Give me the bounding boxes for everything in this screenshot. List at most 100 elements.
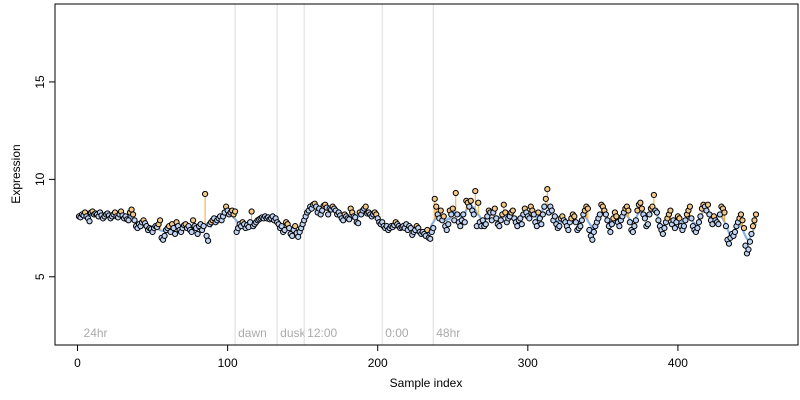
data-point <box>742 242 749 249</box>
data-point <box>653 209 661 216</box>
data-point <box>571 213 578 220</box>
data-point <box>189 217 197 224</box>
data-point <box>673 219 680 226</box>
data-point <box>746 238 754 245</box>
data-point <box>202 190 209 198</box>
data-point <box>565 226 572 234</box>
data-point <box>509 207 516 214</box>
data-point <box>346 216 353 223</box>
data-point <box>637 199 644 206</box>
data-point <box>641 215 648 222</box>
data-point <box>461 219 468 226</box>
data-point <box>205 237 212 244</box>
data-point <box>433 203 440 210</box>
vertical-marker-label: 48hr <box>436 326 460 340</box>
data-point <box>475 199 482 206</box>
x-axis: 0 100 200 300 400 <box>74 344 688 370</box>
x-tick-label: 300 <box>518 356 538 370</box>
data-point <box>536 215 543 222</box>
data-point <box>680 223 688 230</box>
data-point <box>682 217 689 224</box>
data-point <box>482 221 489 228</box>
data-point <box>443 226 450 234</box>
data-point <box>739 217 746 224</box>
data-point <box>457 223 464 230</box>
data-point <box>749 223 757 230</box>
data-point <box>676 215 683 222</box>
data-point <box>748 230 755 238</box>
data-point <box>590 228 597 236</box>
data-point <box>661 224 668 232</box>
data-point <box>607 228 614 236</box>
data-point <box>131 217 138 224</box>
data-point <box>725 240 733 247</box>
y-axis: 5 10 15 <box>33 75 55 280</box>
x-axis-title: Sample index <box>390 376 463 390</box>
data-point <box>649 203 656 210</box>
x-tick-label: 200 <box>368 356 388 370</box>
data-point <box>292 223 299 230</box>
data-point <box>200 223 207 230</box>
data-point <box>752 211 760 218</box>
data-point <box>589 236 596 243</box>
vertical-marker-label: 12:00 <box>307 326 337 340</box>
vertical-marker-label: 0:00 <box>385 326 409 340</box>
data-point <box>731 228 739 236</box>
data-point <box>467 197 474 204</box>
data-point <box>659 230 667 238</box>
x-tick-label: 100 <box>218 356 238 370</box>
data-point <box>686 203 694 210</box>
data-point <box>440 213 447 220</box>
data-point <box>452 189 459 197</box>
data-point <box>721 209 728 216</box>
data-point <box>602 211 609 218</box>
data-point <box>616 223 623 230</box>
data-point <box>544 186 551 193</box>
data-point <box>629 228 636 236</box>
data-point <box>502 209 509 216</box>
data-point <box>671 224 679 232</box>
data-point <box>470 211 477 218</box>
vertical-marker-label: dusk <box>280 326 306 340</box>
data-point <box>551 213 558 220</box>
data-point <box>740 224 748 232</box>
data-points <box>75 186 760 257</box>
data-point <box>445 221 452 228</box>
y-axis-title: Expression <box>9 144 23 203</box>
data-point <box>454 211 461 218</box>
data-point <box>556 223 563 230</box>
data-point <box>500 201 507 208</box>
data-point <box>548 207 555 214</box>
data-point <box>638 205 645 212</box>
data-point <box>430 224 437 232</box>
data-point <box>431 195 438 202</box>
data-point <box>539 211 546 218</box>
data-point <box>125 217 132 224</box>
data-point <box>517 215 524 222</box>
data-point <box>484 213 491 220</box>
data-point <box>604 217 611 224</box>
data-point <box>448 211 455 218</box>
vertical-marker-label: dawn <box>238 326 267 340</box>
data-point <box>437 207 444 214</box>
data-point <box>194 230 201 238</box>
data-point <box>472 187 479 195</box>
vertical-markers: 24hr dawn dusk 12:00 0:00 48hr <box>84 4 460 345</box>
data-point <box>715 221 722 228</box>
data-point <box>496 223 503 230</box>
data-point <box>491 205 498 212</box>
y-tick-label: 5 <box>33 273 47 280</box>
data-point <box>466 203 473 210</box>
x-tick-label: 400 <box>668 356 688 370</box>
data-point <box>577 223 584 230</box>
plot-frame <box>54 3 799 346</box>
data-point <box>325 211 332 218</box>
x-tick-label: 0 <box>74 356 81 370</box>
data-point <box>626 219 633 226</box>
data-point <box>526 215 533 222</box>
data-point <box>694 224 701 232</box>
data-point <box>688 215 695 222</box>
data-point <box>518 221 525 228</box>
data-point <box>248 208 255 215</box>
